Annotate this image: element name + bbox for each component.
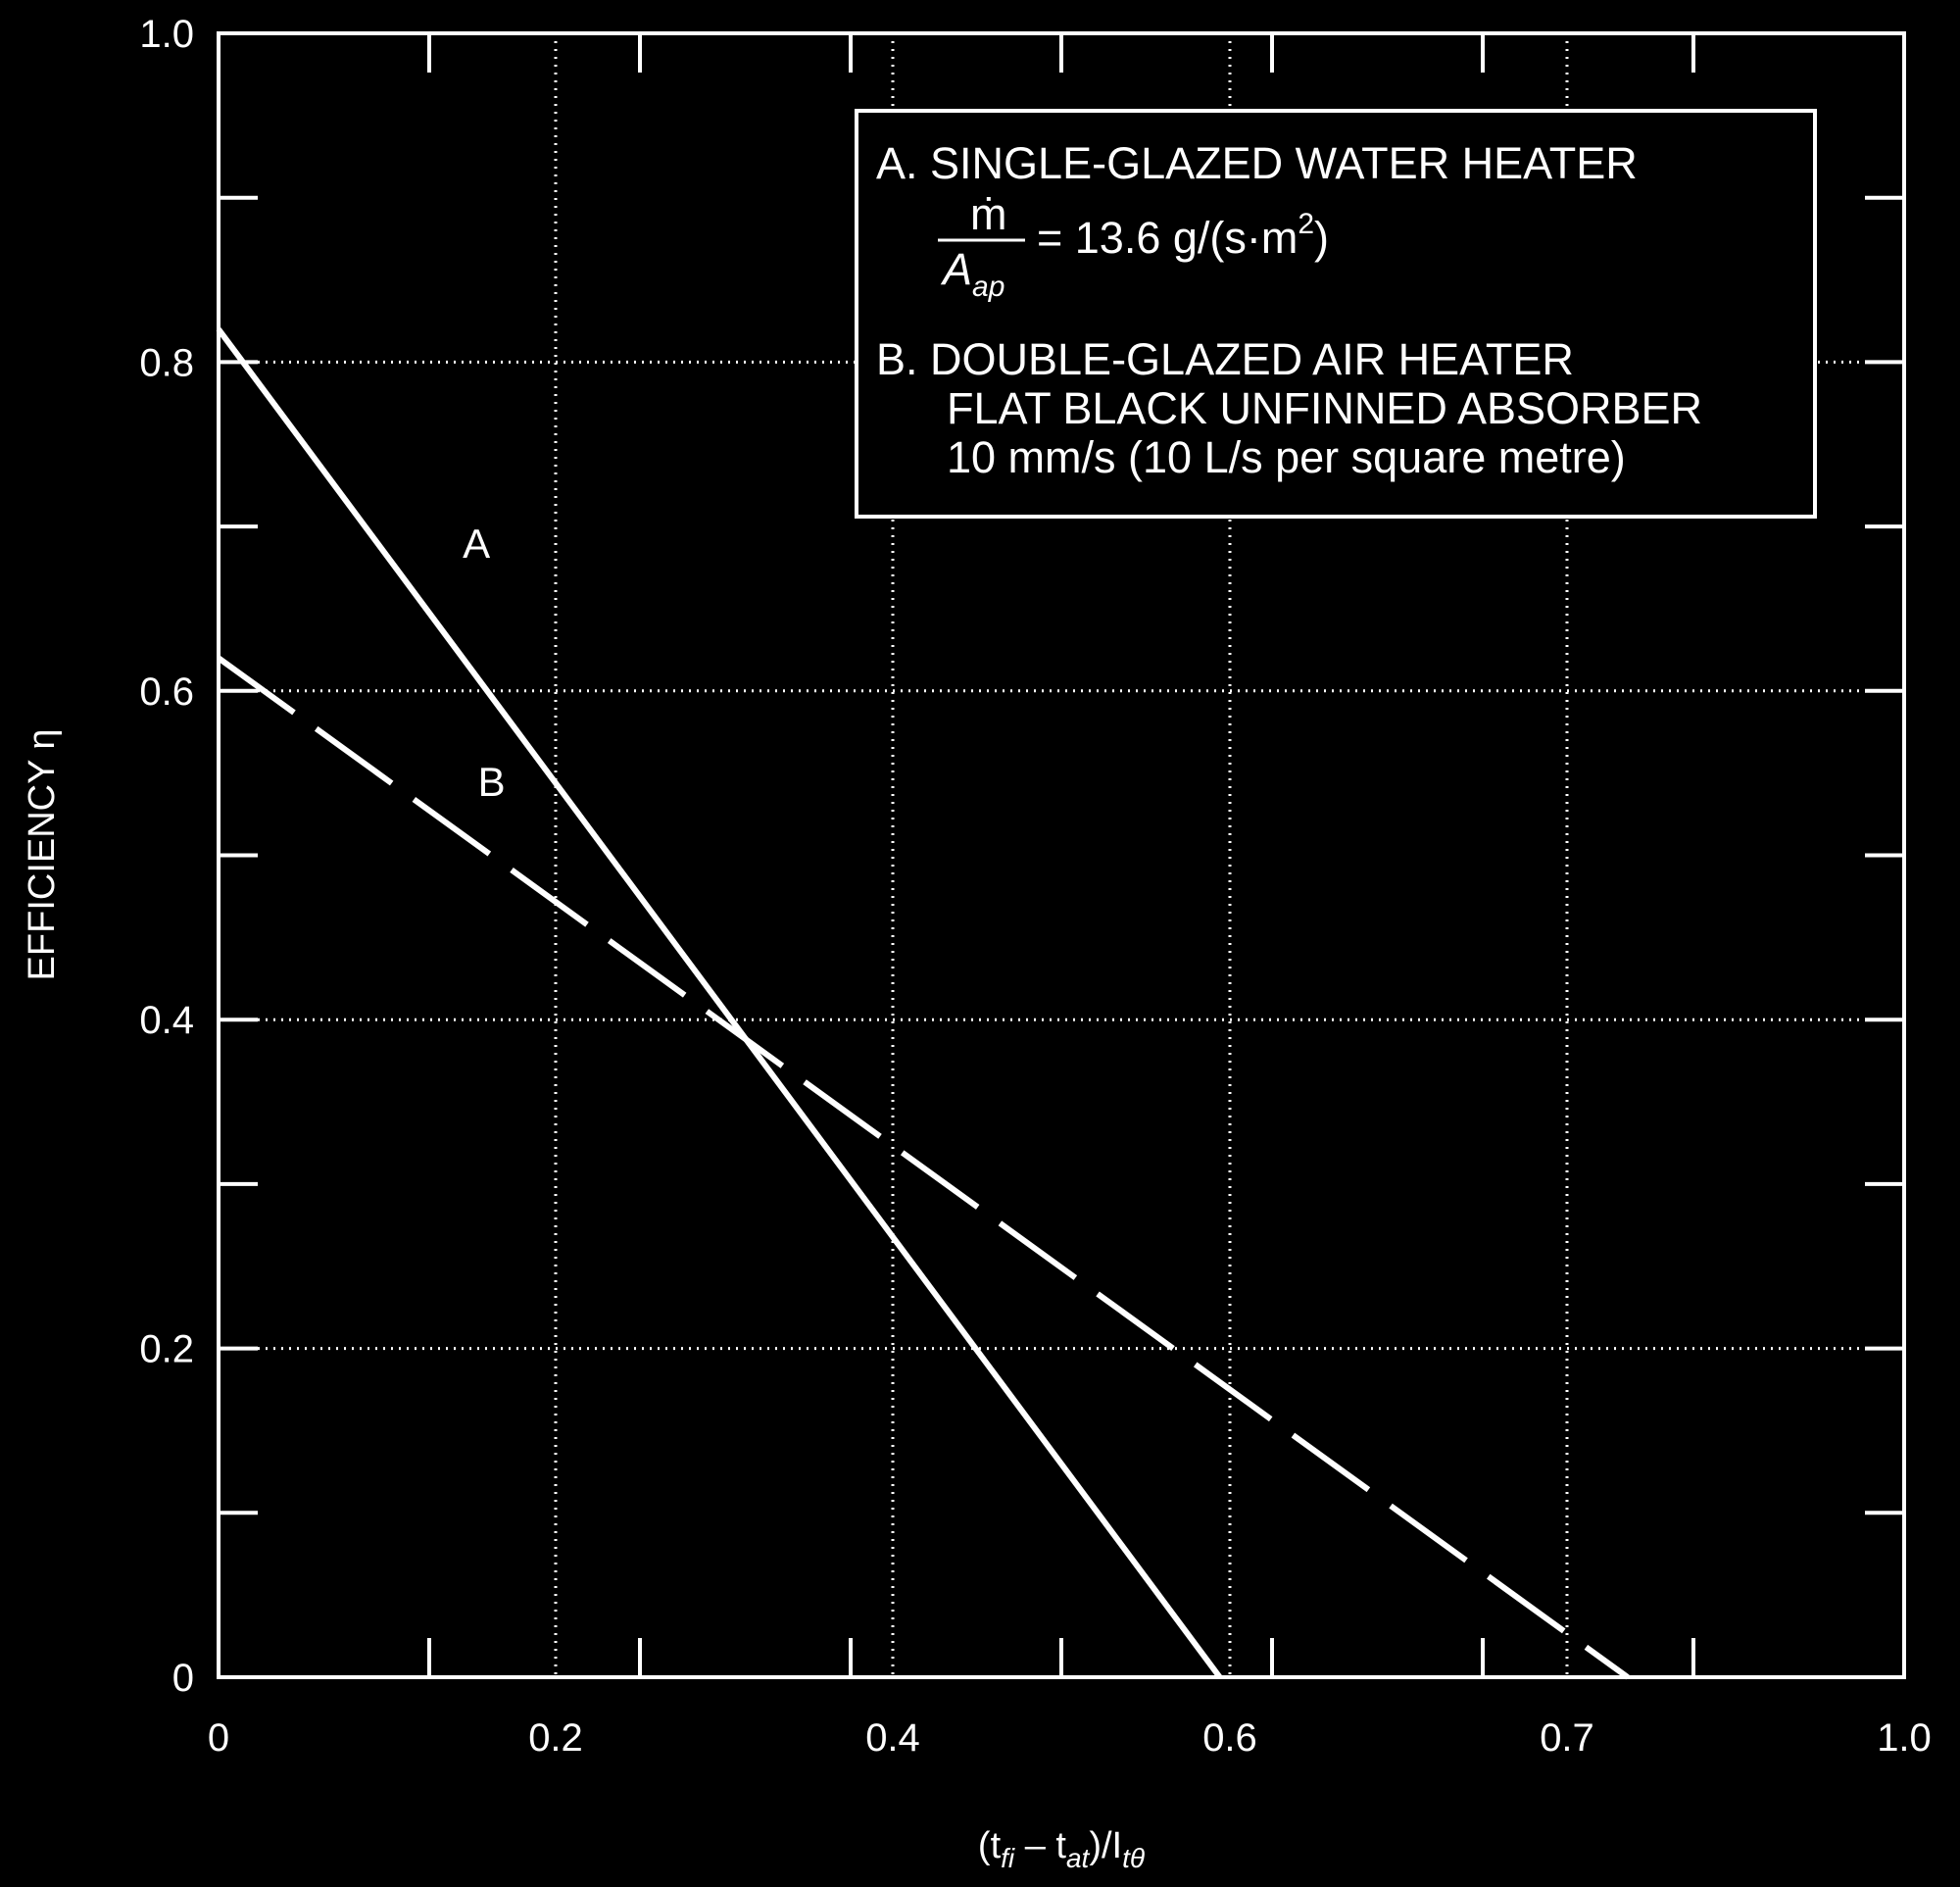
x-tick-label-4: 0.7 — [1540, 1716, 1594, 1760]
curve-labels: AB — [463, 521, 505, 805]
x-title-mid: – t — [1014, 1825, 1066, 1866]
series-line-a — [216, 327, 1223, 1679]
legend-denominator-main: A — [940, 244, 972, 294]
y-tick-label-2: 0.4 — [139, 999, 194, 1042]
y-tick-label-1: 0.2 — [139, 1328, 194, 1371]
x-tick-label-5: 1.0 — [1877, 1716, 1932, 1760]
x-tick-label-3: 0.6 — [1202, 1716, 1257, 1760]
legend-flow-value: = 13.6 g/(s·m2) — [1037, 208, 1329, 263]
legend-flow-close: ) — [1314, 213, 1329, 263]
y-tick-label-5: 1.0 — [139, 13, 194, 56]
series-lines — [216, 327, 1630, 1680]
legend-item-b-line2: FLAT BLACK UNFINNED ABSORBER — [947, 383, 1702, 433]
legend: A. SINGLE-GLAZED WATER HEATER ṁ Aap = 13… — [855, 109, 1817, 519]
y-axis-title: EFFICIENCY η — [22, 729, 63, 981]
legend-flow-denominator: Aap — [940, 244, 1004, 303]
legend-flow-numerator: ṁ — [970, 189, 1007, 239]
curve-label-a: A — [463, 521, 490, 567]
series-line-b — [217, 655, 1630, 1680]
x-tick-label-1: 0.2 — [528, 1716, 583, 1760]
tick-marks — [219, 33, 1904, 1677]
x-axis-title: (tfi – tat)/Itθ — [978, 1825, 1145, 1873]
legend-flow-eq: = 13.6 g/(s·m — [1037, 213, 1298, 263]
legend-item-b: B. DOUBLE-GLAZED AIR HEATER — [876, 334, 1574, 384]
x-title-sub2: at — [1066, 1843, 1091, 1873]
x-title-sub3: tθ — [1122, 1843, 1145, 1873]
plot-frame — [217, 31, 1906, 1679]
x-tick-label-0: 0 — [208, 1716, 229, 1760]
x-title-prefix: (t — [978, 1825, 1002, 1866]
legend-flow-sup: 2 — [1298, 208, 1314, 240]
x-title-sub1: fi — [1001, 1843, 1015, 1873]
legend-box — [855, 109, 1817, 519]
x-tick-label-2: 0.4 — [865, 1716, 920, 1760]
x-title-close: )/I — [1089, 1825, 1122, 1866]
legend-denominator-sub: ap — [972, 271, 1004, 303]
y-tick-label-0: 0 — [172, 1657, 194, 1700]
curve-label-b: B — [478, 759, 506, 805]
y-tick-label-3: 0.6 — [139, 670, 194, 714]
tick-labels: 0 0.2 0.4 0.6 0.7 1.0 0 0.2 0.4 0.6 0.8 1.0 — [139, 13, 1931, 1760]
y-tick-label-4: 0.8 — [139, 341, 194, 384]
legend-item-a: A. SINGLE-GLAZED WATER HEATER — [876, 138, 1638, 188]
legend-item-b-line3: 10 mm/s (10 L/s per square metre) — [947, 432, 1626, 482]
